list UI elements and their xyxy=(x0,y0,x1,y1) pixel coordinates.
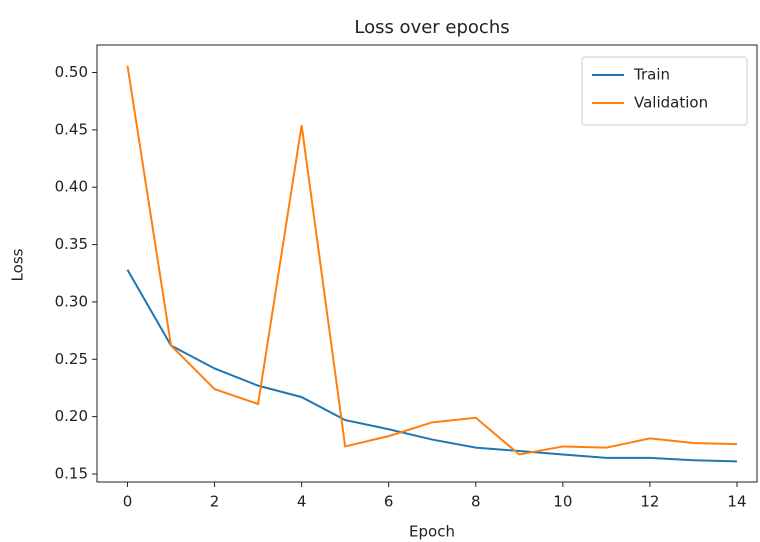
y-tick-label: 0.40 xyxy=(55,178,88,196)
x-tick-label: 0 xyxy=(123,493,133,511)
y-tick-label: 0.15 xyxy=(55,464,88,482)
y-tick-label: 0.35 xyxy=(55,235,88,253)
x-tick-label: 8 xyxy=(471,493,481,511)
y-tick-label: 0.30 xyxy=(55,292,88,310)
x-tick-label: 12 xyxy=(640,493,659,511)
legend-label: Train xyxy=(633,66,670,84)
chart: Loss over epochs Epoch Loss 0.15 0.20 0.25… xyxy=(0,0,760,542)
chart-title: Loss over epochs xyxy=(354,17,509,38)
x-tick-label: 6 xyxy=(384,493,394,511)
y-tick-label: 0.20 xyxy=(55,407,88,425)
y-tick-label: 0.50 xyxy=(55,63,88,81)
x-axis-label: Epoch xyxy=(409,523,455,541)
y-tick-label: 0.25 xyxy=(55,350,88,368)
x-tick-label: 2 xyxy=(210,493,220,511)
x-tick-label: 14 xyxy=(727,493,746,511)
y-axis-label: Loss xyxy=(9,248,27,281)
line-series xyxy=(127,270,736,462)
legend-label: Validation xyxy=(634,94,708,112)
x-tick-label: 10 xyxy=(553,493,572,511)
y-tick-label: 0.45 xyxy=(55,120,88,138)
x-tick-label: 4 xyxy=(297,493,307,511)
